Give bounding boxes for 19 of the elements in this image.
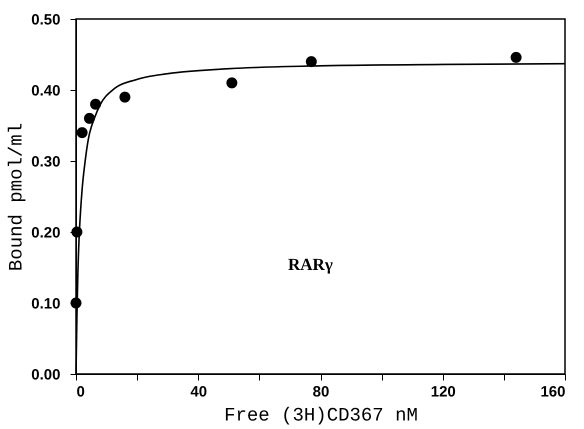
y-tick-label: 0.10	[31, 296, 60, 312]
x-tick-label: 80	[312, 384, 330, 400]
x-axis-title: Free (3H)CD367 nM	[224, 404, 418, 426]
x-tick-label: 40	[190, 384, 208, 400]
point	[84, 112, 95, 124]
point	[226, 77, 238, 88]
y-tick-label: 0.20	[31, 224, 60, 242]
annotation: RARγ	[288, 255, 333, 274]
y-tick-label: 0.50	[31, 12, 60, 28]
point	[119, 92, 130, 103]
x-tick-label: 160	[540, 384, 566, 400]
point	[76, 127, 88, 138]
y-tick-label: 0.00	[31, 366, 60, 384]
x-tick-label: 120	[430, 384, 456, 400]
y-tick-label: 0.40	[31, 82, 60, 100]
x-tick-label: 0	[76, 384, 85, 400]
y-axis-title: Bound pmol/ml	[5, 122, 28, 272]
point	[510, 52, 522, 63]
y-tick-label: 0.30	[31, 154, 60, 170]
